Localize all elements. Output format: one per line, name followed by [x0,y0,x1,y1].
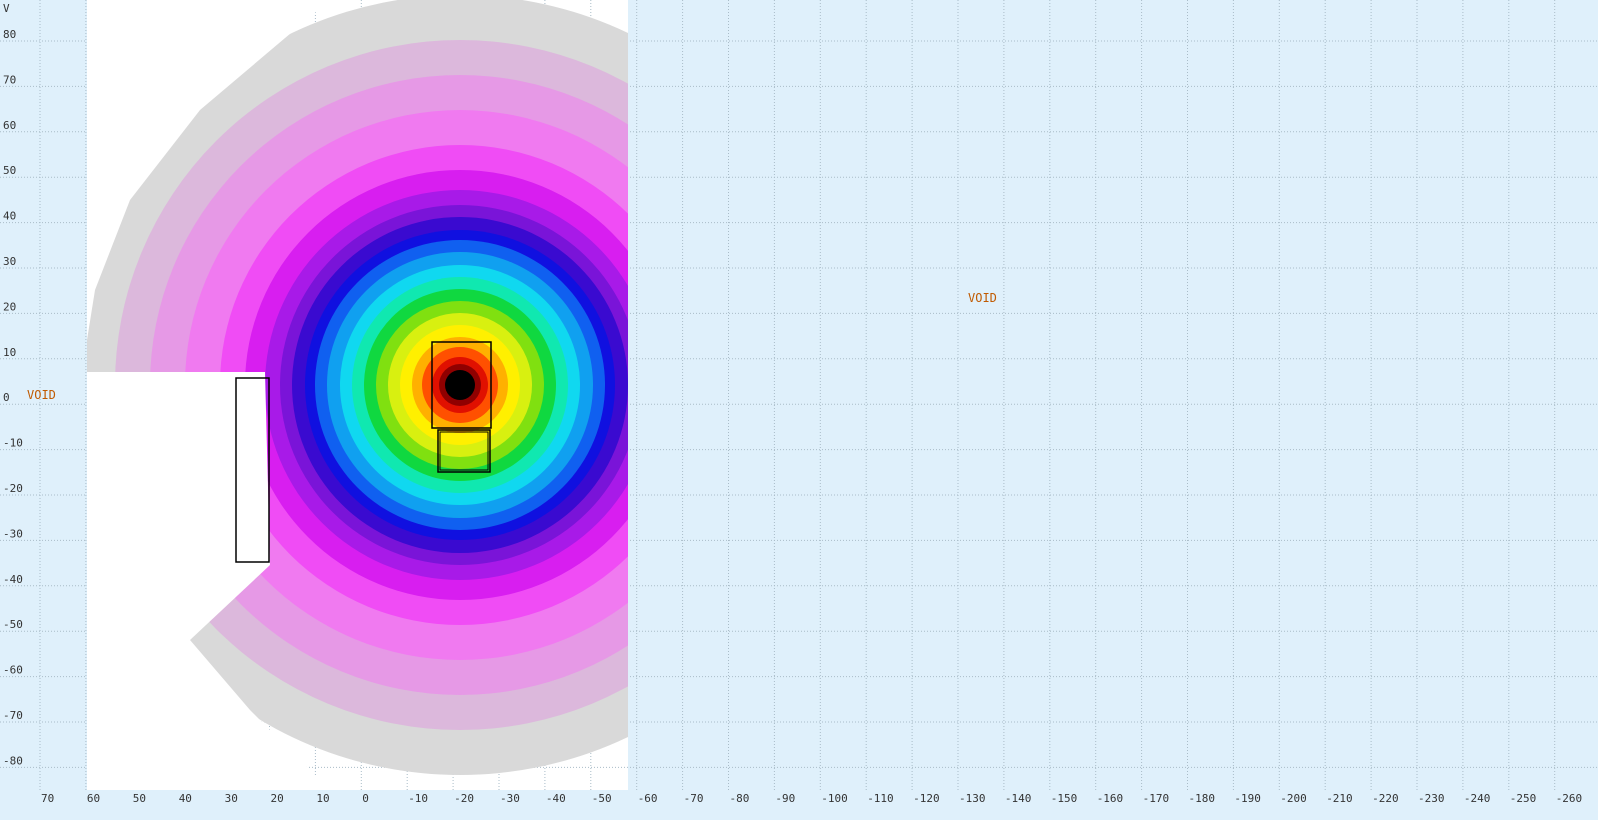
y-tick-label: -30 [3,527,23,540]
x-tick-label: 40 [179,792,192,805]
x-tick-label: -50 [592,792,612,805]
region-label: VOID [968,291,997,305]
tick-labels: 70 60 50 40 30 20 10 0 -10 -20 -30 -40 -50 -60 -70 -80 -… [3,28,1582,805]
cutout-top [87,0,330,340]
x-tick-label: -90 [775,792,795,805]
region-label: VOID [27,388,56,402]
tally-ring [445,370,475,400]
y-tick-label: 0 [3,391,10,404]
y-tick-label: -40 [3,573,23,586]
y-tick-label: -80 [3,754,23,767]
y-tick-label: 30 [3,255,16,268]
x-tick-label: 60 [87,792,100,805]
y-tick-label: -10 [3,437,23,450]
x-tick-label: -120 [913,792,940,805]
x-tick-label: -240 [1464,792,1491,805]
x-tick-label: 30 [225,792,238,805]
grid [0,0,1598,790]
x-tick-label: -30 [500,792,520,805]
x-tick-label: -190 [1234,792,1261,805]
x-tick-label: -70 [684,792,704,805]
x-tick-label: -110 [867,792,894,805]
cell-outline [437,429,491,473]
x-tick-label: -40 [546,792,566,805]
axis-label: V [3,2,10,15]
x-tick-label: -220 [1372,792,1399,805]
y-tick-label: 60 [3,119,16,132]
x-tick-label: -200 [1280,792,1307,805]
y-tick-label: -50 [3,618,23,631]
x-tick-label: 20 [271,792,284,805]
x-tick-label: -60 [638,792,658,805]
x-tick-label: 50 [133,792,146,805]
cell-outline [439,431,489,471]
x-tick-label: -150 [1051,792,1078,805]
x-tick-label: -130 [959,792,986,805]
y-tick-label: 50 [3,164,16,177]
x-tick-label: -100 [821,792,848,805]
x-tick-label: -20 [454,792,474,805]
cell-outline [431,341,492,429]
y-tick-label: 80 [3,28,16,41]
x-tick-label: -180 [1189,792,1216,805]
y-tick-label: -20 [3,482,23,495]
x-tick-label: -250 [1510,792,1537,805]
x-tick-label: -260 [1556,792,1583,805]
cutout [87,372,270,640]
y-tick-label: 70 [3,73,16,86]
x-tick-label: -140 [1005,792,1032,805]
cell-outline [235,377,270,563]
tally-map [87,0,628,790]
cutout-bottom [87,640,330,790]
y-tick-label: 10 [3,346,16,359]
x-tick-label: 0 [362,792,369,805]
x-tick-label: -80 [730,792,750,805]
x-tick-label: -210 [1326,792,1353,805]
x-tick-label: -170 [1143,792,1170,805]
x-tick-label: 70 [41,792,54,805]
x-tick-label: -10 [408,792,428,805]
x-tick-label: 10 [316,792,329,805]
x-tick-label: -160 [1097,792,1124,805]
y-tick-label: 20 [3,300,16,313]
y-tick-label: -70 [3,709,23,722]
y-tick-label: 40 [3,210,16,223]
x-tick-label: -230 [1418,792,1445,805]
y-tick-label: -60 [3,664,23,677]
